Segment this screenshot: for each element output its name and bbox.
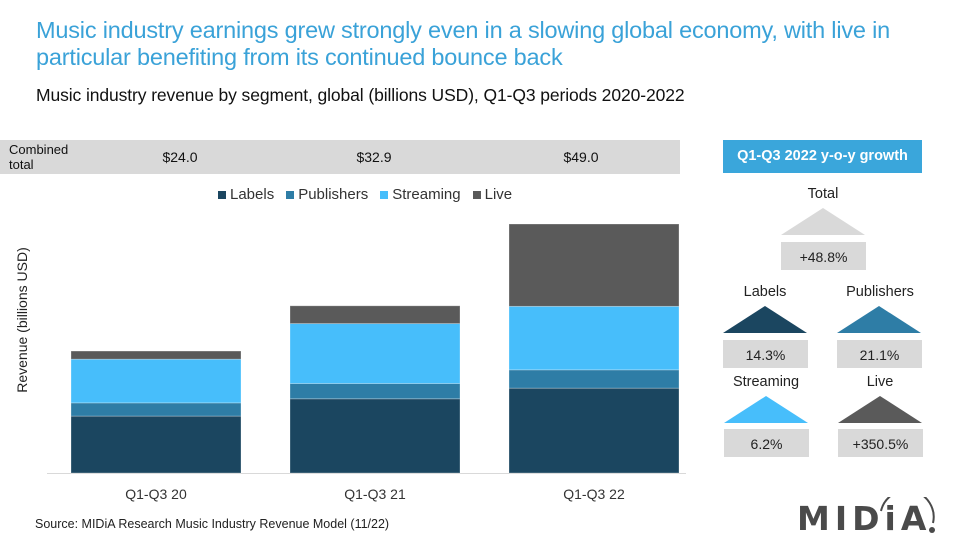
combined-total-value: $32.9 [356,149,392,165]
legend-label: Live [484,186,513,203]
legend-item-labels: Labels [218,186,274,203]
bar-segment-live [70,350,242,360]
growth-publishers-name: Publishers [846,284,914,300]
x-tick-label: Q1-Q3 20 [125,486,187,502]
x-tick-label: Q1-Q3 21 [344,486,406,502]
combined-total-value: $49.0 [563,149,599,165]
growth-panel-heading: Q1-Q3 2022 y-o-y growth [723,140,922,173]
bar-segment-publishers [289,383,461,400]
growth-total-arrow-icon [781,208,865,235]
headline: Music industry earnings grew strongly ev… [36,17,890,70]
legend-swatch-streaming [380,190,389,199]
source-note: Source: MIDiA Research Music Industry Re… [35,517,390,531]
growth-labels-name: Labels [743,284,787,300]
bar-segment-streaming [70,358,242,404]
bar-segment-live [289,305,461,325]
growth-live-name: Live [866,374,894,390]
legend-label: Labels [230,186,275,203]
combined-total-band: Combined total $24.0 $32.9 $49.0 [0,140,680,174]
legend-item-streaming: Streaming [380,186,461,203]
bar-segment-streaming [289,323,461,384]
legend-label: Publishers [298,186,369,203]
combined-total-value: $24.0 [162,149,198,165]
legend-swatch-labels [218,190,226,199]
legend-item-publishers: Publishers [286,186,368,203]
logo-text: MIDiA [797,499,932,538]
growth-streaming-arrow-icon [724,396,808,423]
bar-segment-labels [508,387,680,474]
bar-segment-publishers [70,402,242,417]
growth-streaming-value: 6.2% [724,429,809,457]
legend-swatch-publishers [286,190,295,199]
x-tick-label: Q1-Q3 22 [563,486,625,502]
logo-arc-icon [880,497,935,533]
growth-publishers-arrow-icon [837,306,921,333]
growth-live-value: +350.5% [838,429,923,457]
bar-segment-labels [70,415,242,474]
combined-total-label: Combined total [9,142,69,172]
bar-segment-live [508,223,680,307]
midia-logo: MIDiA [797,497,942,538]
growth-labels-value: 14.3% [723,340,808,368]
growth-live-arrow-icon [838,396,922,423]
legend-swatch-live [472,190,481,199]
growth-total-name: Total [807,186,839,202]
growth-labels-arrow-icon [723,306,807,333]
bar-segment-streaming [508,305,680,371]
legend-label: Streaming [392,186,461,203]
bar-segment-labels [289,398,461,474]
chart-subtitle: Music industry revenue by segment, globa… [36,85,685,105]
chart-legend: Labels Publishers Streaming Live [218,186,512,203]
growth-streaming-name: Streaming [732,374,800,390]
growth-total-value: +48.8% [781,242,866,270]
legend-item-live: Live [472,186,513,203]
growth-publishers-value: 21.1% [837,340,922,368]
bar-segment-publishers [508,369,680,389]
